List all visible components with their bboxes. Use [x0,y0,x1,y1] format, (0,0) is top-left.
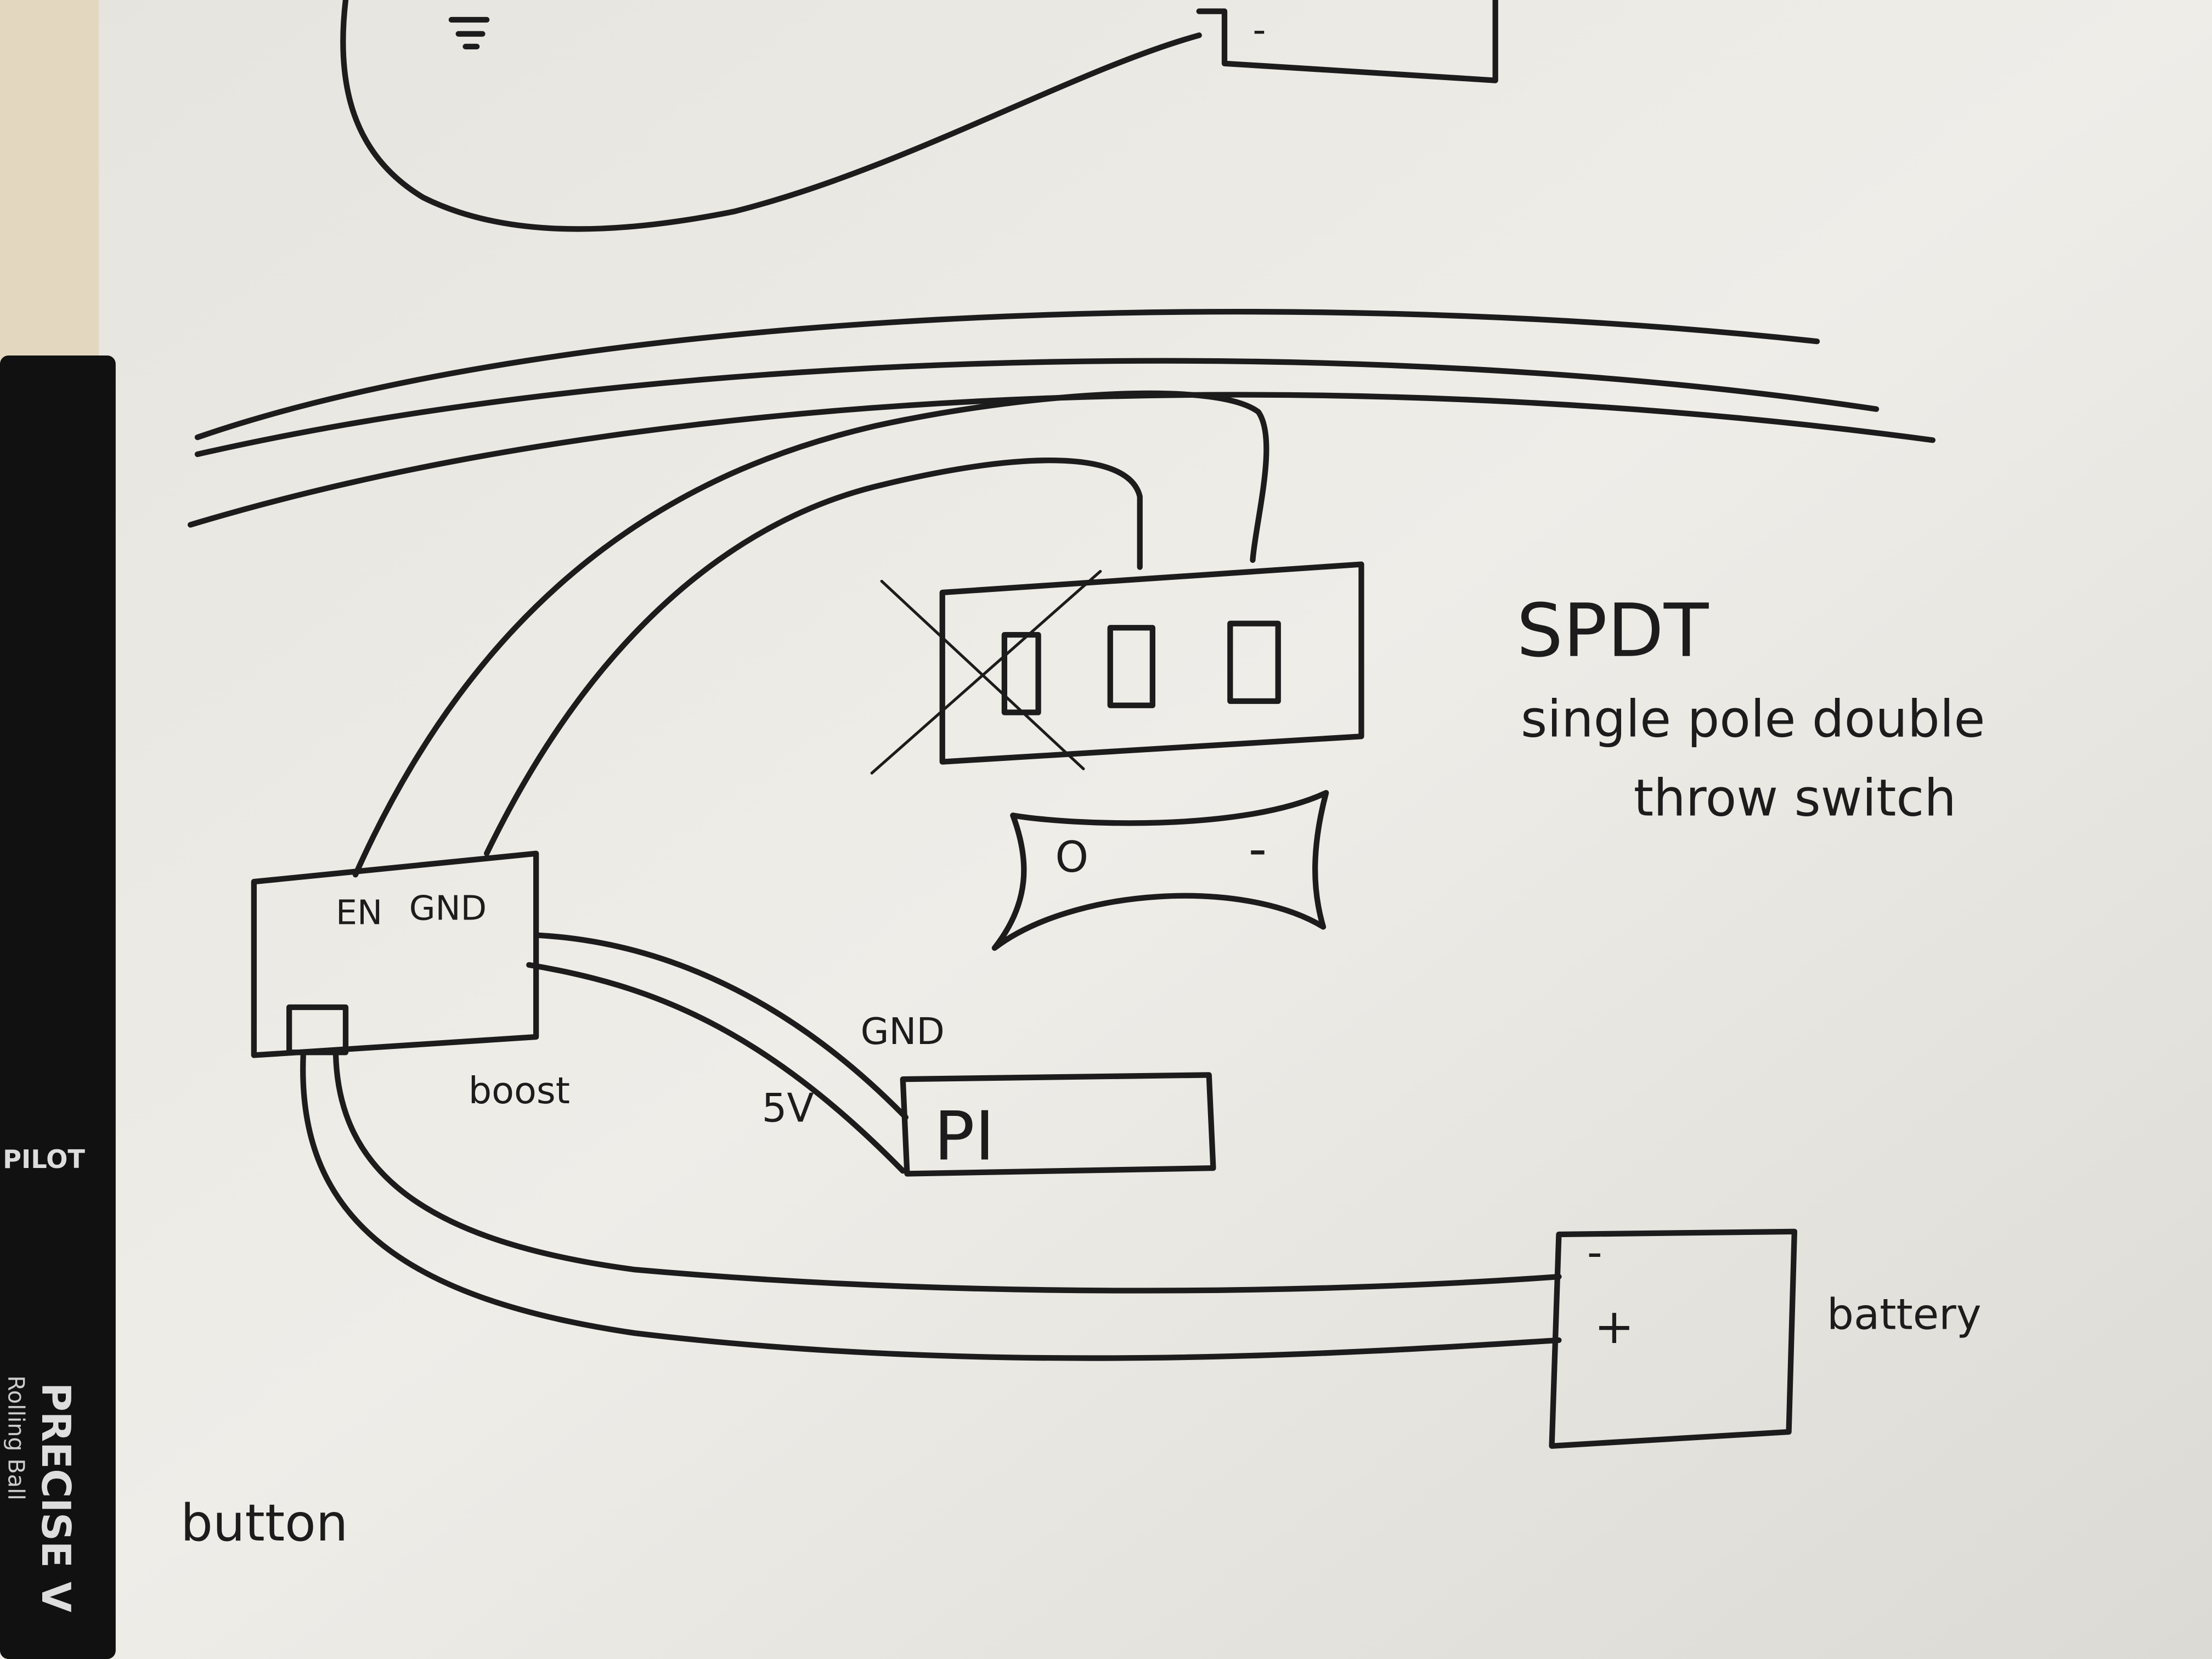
switch-body [939,561,1364,765]
switch-pin [1227,620,1281,704]
battery-box [1549,1228,1798,1449]
spdt-line2: throw switch [1634,768,1956,827]
boost-port [286,1004,349,1056]
switch-pin [1107,625,1155,708]
sketch-outline [340,0,1202,232]
wire [526,962,906,1174]
wire [300,1051,1562,1361]
boost-gnd: GND [409,889,487,928]
battery-minus: - [1587,1228,1602,1277]
arc [194,309,1820,441]
wire [536,932,909,1120]
page-edge [0,0,99,367]
pi-gnd: GND [861,1010,945,1053]
pen-brand: PILOT [3,1144,85,1174]
switch-lever [991,790,1329,951]
wire [352,390,1269,878]
pen-kind: Rolling Ball [3,1375,29,1500]
boost-label: boost [469,1069,570,1112]
pen-model: PRECISE V [33,1383,79,1612]
pi-5v: 5V [762,1085,814,1131]
pen [0,356,116,1659]
battery-label: battery [1827,1290,1981,1339]
wire [484,458,1143,856]
lever-circle: O [1055,833,1088,882]
spdt-line1: single pole double [1521,689,1985,748]
sketch-plug [1196,0,1498,83]
wire [332,1051,1562,1294]
boost-en: EN [336,893,382,932]
sketch-minus: - [1252,8,1266,51]
spdt-title: SPDT [1516,588,1709,674]
arc [194,358,1880,458]
button-label: button [180,1493,348,1553]
cross-out [870,569,1102,775]
boost-box [251,850,539,1058]
ground-symbol [448,16,490,49]
pi-label: PI [934,1097,995,1176]
pi-box [900,1072,1216,1177]
lever-dash: - [1249,819,1267,878]
battery-plus: + [1594,1299,1634,1355]
